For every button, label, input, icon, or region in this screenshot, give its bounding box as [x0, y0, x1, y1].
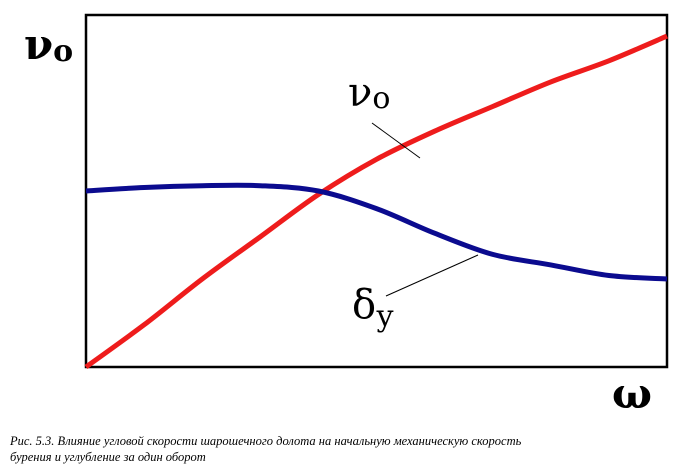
caption-line-1: Рис. 5.3. Влияние угловой скорости шарош… [10, 434, 522, 448]
red-curve-leader [371, 122, 421, 159]
series-line-red [84, 33, 668, 370]
series-line-blue [85, 182, 668, 282]
blue-curve-leader [385, 254, 479, 297]
line-chart: νо ω νо δу [24, 13, 669, 418]
y-axis-label: νо [24, 20, 73, 69]
caption-line-2: бурения и углубление за один оборот [10, 450, 206, 464]
x-axis-label: ω [612, 369, 652, 418]
figure-caption: Рис. 5.3. Влияние угловой скорости шарош… [10, 433, 675, 465]
blue-curve-label: δу [352, 282, 394, 334]
red-curve-label: νо [348, 70, 390, 116]
series-layer [84, 33, 668, 370]
